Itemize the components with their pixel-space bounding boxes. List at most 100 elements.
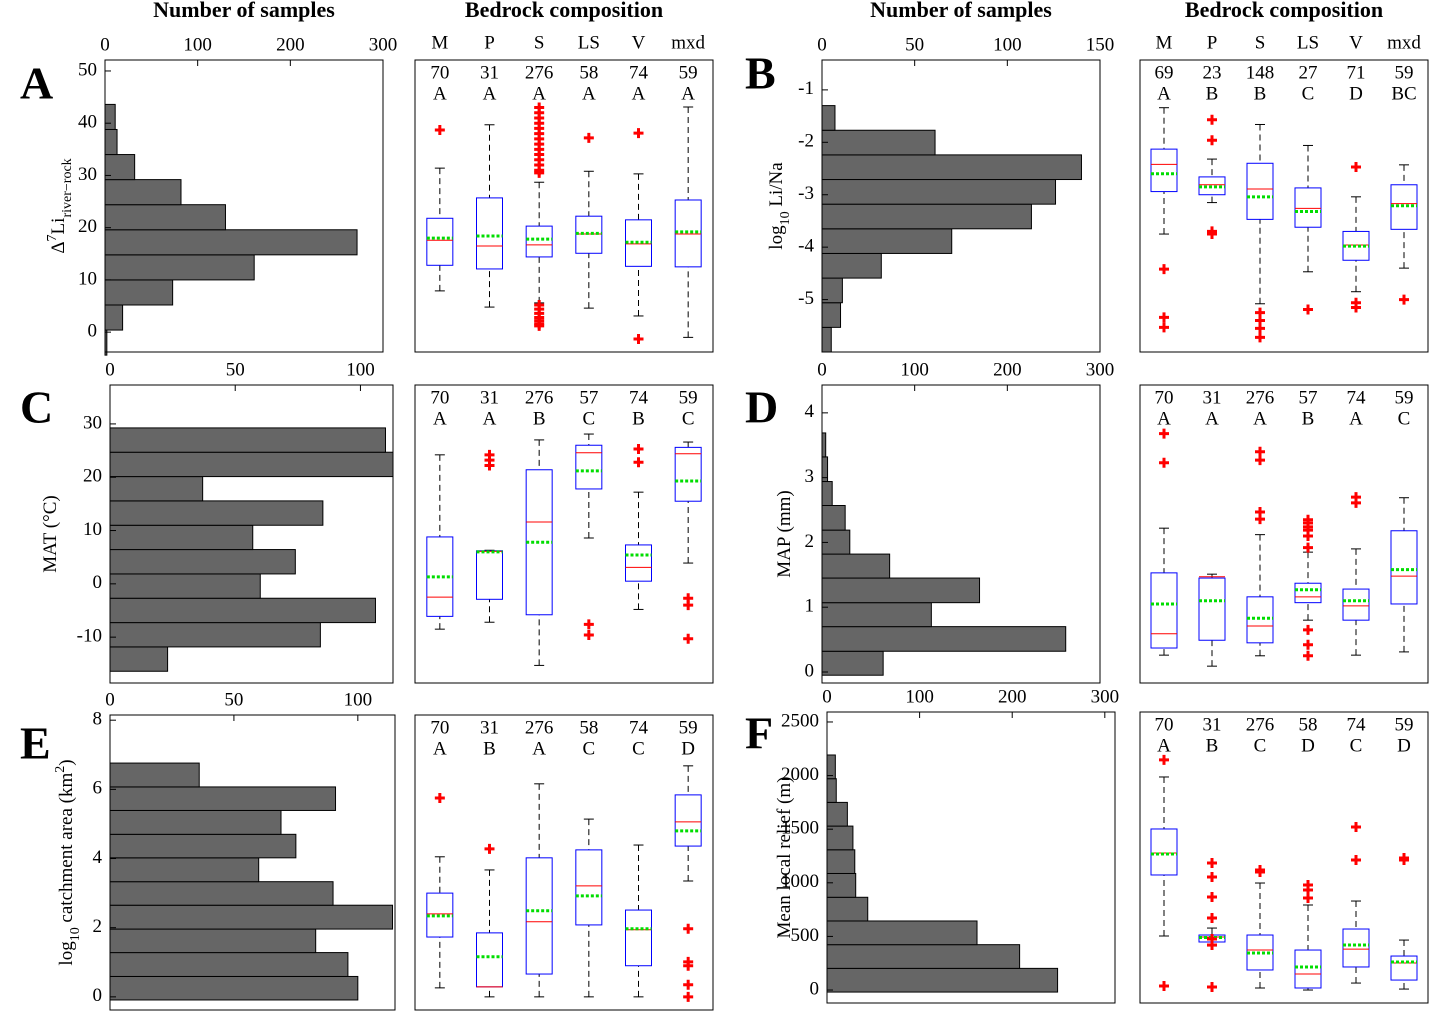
count-label: 59 — [1395, 62, 1414, 83]
y-tick-label: 0 — [93, 985, 103, 1006]
outlier — [1399, 854, 1409, 865]
box — [1246, 596, 1274, 644]
histogram-bar — [104, 254, 255, 281]
box — [1390, 530, 1418, 605]
histogram-bar — [109, 524, 254, 551]
category-label: V — [1349, 32, 1363, 53]
histogram-bar — [109, 952, 349, 977]
histogram-bar — [109, 597, 376, 624]
category-label: P — [484, 32, 495, 53]
outlier — [434, 793, 445, 804]
plot-frame — [414, 59, 714, 353]
outlier — [1207, 912, 1217, 923]
y-tick-label: 2 — [93, 916, 103, 937]
plot-frame — [109, 714, 396, 1011]
group-label: C — [582, 408, 595, 429]
y-axis-label-part: Li — [48, 218, 69, 235]
outlier — [1159, 428, 1169, 439]
group-label: A — [1349, 408, 1363, 429]
outlier — [683, 600, 694, 611]
histogram-bar — [821, 277, 843, 304]
x-tick-label: 0 — [100, 34, 110, 55]
outlier — [1255, 323, 1265, 334]
histogram-bar — [821, 602, 932, 628]
histogram-bar — [109, 904, 394, 930]
y-axis-label-part: Δ — [48, 241, 69, 253]
y-axis-label-part: Mean local relief (m) — [774, 777, 795, 939]
x-tick-label: 0 — [105, 359, 115, 380]
count-label: 70 — [430, 717, 449, 738]
count-label: 71 — [1347, 62, 1366, 83]
y-tick-label: 1 — [805, 596, 815, 617]
outlier — [1303, 650, 1313, 661]
histogram-bar — [826, 920, 978, 946]
group-label: C — [1398, 408, 1411, 429]
panel-letter: D — [745, 382, 778, 433]
histogram-bar — [109, 549, 296, 575]
panel-title: Number of samples — [870, 0, 1052, 22]
count-label: 58 — [579, 62, 598, 83]
box — [575, 849, 603, 926]
outlier — [1351, 161, 1361, 172]
y-tick-label: -3 — [798, 183, 814, 204]
histogram-bar — [821, 432, 827, 458]
panel-letter: C — [20, 382, 53, 433]
outlier — [1207, 135, 1217, 146]
category-label: S — [534, 32, 545, 53]
y-tick-label: 30 — [78, 164, 97, 185]
y-tick-label: 40 — [78, 112, 97, 133]
count-label: 74 — [629, 717, 649, 738]
outlier — [1207, 939, 1217, 950]
count-label: 57 — [579, 387, 598, 408]
count-label: 148 — [1246, 62, 1275, 83]
x-tick-label: 300 — [369, 34, 398, 55]
x-tick-label: 100 — [993, 34, 1022, 55]
y-tick-label: 10 — [83, 519, 102, 540]
outlier — [1207, 857, 1217, 868]
category-label: P — [1207, 32, 1218, 53]
count-label: 70 — [1155, 387, 1174, 408]
histogram-bar — [821, 129, 936, 156]
outlier — [1255, 455, 1265, 466]
y-axis-label: MAP (mm) — [774, 490, 795, 577]
box — [1246, 162, 1274, 220]
box — [1198, 577, 1226, 641]
count-label: 59 — [1395, 714, 1414, 735]
panel-title: Bedrock composition — [1185, 0, 1383, 22]
y-tick-label: -1 — [798, 78, 814, 99]
count-label: 70 — [430, 62, 449, 83]
outlier — [1303, 624, 1313, 635]
count-label: 31 — [480, 387, 499, 408]
plot-frame — [821, 384, 1101, 684]
y-axis-label-part: log — [766, 225, 787, 250]
y-tick-label: 4 — [805, 401, 815, 422]
y-axis-label-part: river−rock — [60, 158, 75, 217]
outlier — [534, 320, 545, 331]
count-label: 69 — [1155, 62, 1174, 83]
y-axis-label-part: log — [56, 941, 77, 966]
histogram-bar — [826, 849, 856, 874]
x-tick-label: 0 — [817, 359, 827, 380]
histogram-bar — [821, 481, 833, 506]
group-label: D — [1301, 735, 1315, 756]
y-tick-label: 2500 — [781, 710, 819, 731]
count-label: 276 — [525, 717, 554, 738]
outlier — [1303, 639, 1313, 650]
histogram-bar — [109, 476, 204, 502]
plot-frame — [821, 59, 1101, 353]
histogram-bar — [821, 252, 882, 279]
y-axis-label-part: catchment area (km — [56, 773, 77, 928]
count-label: 31 — [1203, 387, 1222, 408]
histogram-bar — [821, 302, 842, 328]
x-tick-label: 100 — [346, 359, 375, 380]
group-label: A — [1205, 408, 1219, 429]
outlier — [683, 991, 694, 1002]
count-label: 23 — [1203, 62, 1222, 83]
category-label: M — [1156, 32, 1173, 53]
outlier — [1207, 229, 1217, 240]
count-label: 58 — [579, 717, 598, 738]
y-tick-label: -5 — [798, 288, 814, 309]
x-tick-label: 300 — [1086, 359, 1115, 380]
y-tick-label: 30 — [83, 412, 102, 433]
